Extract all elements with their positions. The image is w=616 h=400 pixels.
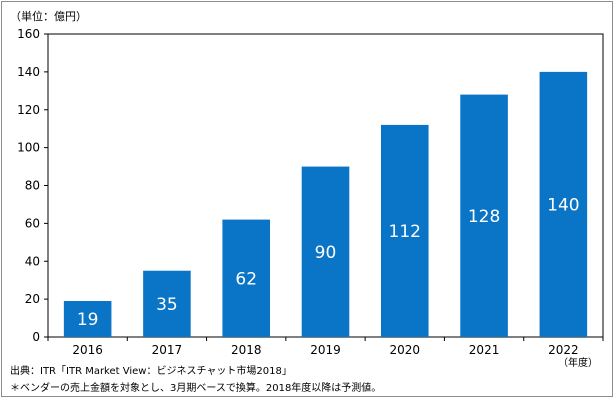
bar [63,301,112,337]
bar [460,94,508,337]
bar-data-label: 62 [235,269,257,289]
x-tick-label: 2017 [152,343,183,357]
bar-data-label: 128 [468,207,500,227]
x-tick-label: 2022 [548,343,579,357]
bar [301,166,350,337]
y-unit-label: （単位：億円） [10,10,87,23]
y-tick-label: 60 [25,216,40,230]
y-tick-label: 160 [17,27,40,41]
bar-data-label: 90 [315,243,337,263]
footnote: ＊ベンダーの売上金額を対象とし、3月期ベースで換算。2018年度以降は予測値。 [10,383,382,394]
bar-data-label: 140 [547,195,579,215]
bar [381,124,429,338]
y-tick-label: 0 [32,330,40,344]
bar-data-label: 112 [389,222,421,242]
y-tick-label: 120 [17,103,40,117]
source-note: 出典：ITR「ITR Market View：ビジネスチャット市場2018」 [10,366,292,377]
y-tick-label: 80 [25,179,40,193]
bar [143,270,191,337]
y-tick-label: 100 [17,141,40,155]
bar [222,219,270,337]
y-tick-label: 140 [17,65,40,79]
bar-data-label: 35 [156,295,178,315]
bar-data-label: 19 [77,310,99,330]
x-unit-label: （年度） [558,358,598,369]
x-tick-label: 2019 [310,343,341,357]
x-tick-label: 2021 [469,343,500,357]
x-tick-label: 2018 [231,343,262,357]
x-tick-label: 2016 [72,343,103,357]
y-tick-label: 20 [25,292,40,306]
bar [539,71,588,337]
y-tick-label: 40 [25,254,40,268]
x-tick-label: 2020 [390,343,421,357]
